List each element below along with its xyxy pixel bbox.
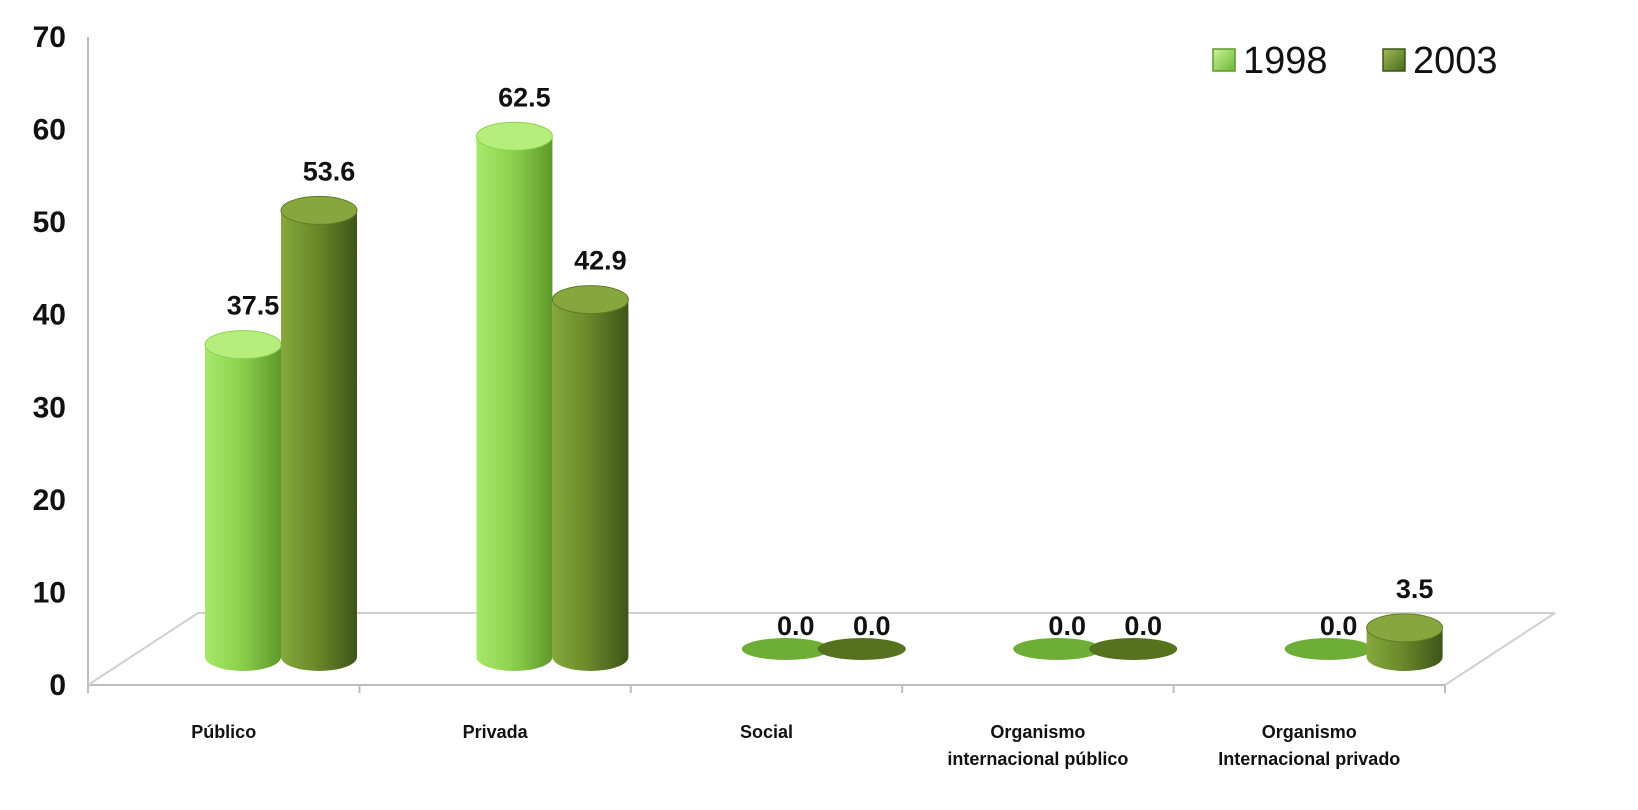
- legend-item: 2003: [1382, 40, 1498, 82]
- floor-left-edge: [87, 612, 199, 686]
- chart-frame: [87, 37, 1556, 686]
- legend-item: 1998: [1212, 40, 1328, 82]
- bar-body: [552, 299, 629, 671]
- bar-cap: [741, 638, 830, 660]
- x-category-label: Público: [191, 722, 256, 742]
- bar-cap: [1366, 613, 1444, 643]
- data-label: 3.5: [1396, 574, 1434, 604]
- x-category-label: Organismo Internacional privado: [1218, 722, 1400, 769]
- data-label: 0.0: [853, 611, 891, 641]
- bar: [1089, 638, 1178, 660]
- y-tick-label: 0: [49, 669, 66, 702]
- data-label: 62.5: [498, 82, 551, 112]
- y-tick-label: 20: [33, 484, 66, 517]
- y-tick-label: 10: [33, 576, 66, 609]
- bar-cap: [1284, 638, 1373, 660]
- y-tick-label: 70: [33, 21, 66, 54]
- bar-body: [281, 210, 357, 671]
- bar-body: [476, 136, 553, 672]
- data-label: 0.0: [1048, 611, 1086, 641]
- y-axis-ticks: 0 10 20 30 40 50 60 70: [33, 21, 66, 702]
- floor-right-edge: [1444, 612, 1556, 686]
- data-label: 0.0: [1124, 611, 1162, 641]
- bar: [1284, 638, 1373, 660]
- legend: 1998 2003: [1212, 40, 1498, 82]
- bar-cap: [1089, 638, 1178, 660]
- legend-label: 1998: [1243, 40, 1328, 82]
- data-label: 53.6: [303, 156, 356, 186]
- bar: [1013, 638, 1102, 660]
- bar-cap: [204, 330, 282, 360]
- bar: [204, 330, 282, 671]
- bar: [741, 638, 830, 660]
- bar-cap: [551, 285, 629, 315]
- x-category-label: Privada: [463, 722, 529, 742]
- y-tick-label: 60: [33, 114, 66, 147]
- bar: [1366, 613, 1444, 671]
- x-category-label: Organismo internacional público: [947, 722, 1128, 769]
- legend-label: 2003: [1413, 40, 1498, 82]
- data-label: 37.5: [227, 291, 280, 321]
- bar: [551, 285, 629, 671]
- bar: [280, 195, 358, 671]
- data-label: 0.0: [777, 611, 815, 641]
- data-label: 0.0: [1320, 611, 1358, 641]
- legend-swatch: [1382, 48, 1406, 72]
- bar-cap: [475, 121, 553, 151]
- legend-swatch: [1212, 48, 1236, 72]
- y-tick-label: 50: [33, 206, 66, 239]
- data-label: 42.9: [574, 246, 627, 276]
- bar-body: [205, 344, 281, 671]
- bar-cap: [280, 195, 358, 225]
- bar: [817, 638, 906, 660]
- x-category-label: Social: [740, 722, 793, 742]
- bar-cap: [1013, 638, 1102, 660]
- bar-cap: [817, 638, 906, 660]
- bars: [204, 121, 1444, 672]
- x-axis-ticks: [87, 685, 1446, 693]
- bar: [475, 121, 553, 672]
- data-labels: 37.5 62.5 0.0 0.0 0.0 53.6 42.9 0.0 0.0 3.5: [227, 82, 1434, 641]
- category-labels: Público Privada Social Organismo internacion…: [191, 722, 1400, 769]
- y-tick-label: 40: [33, 299, 66, 332]
- y-tick-label: 30: [33, 391, 66, 424]
